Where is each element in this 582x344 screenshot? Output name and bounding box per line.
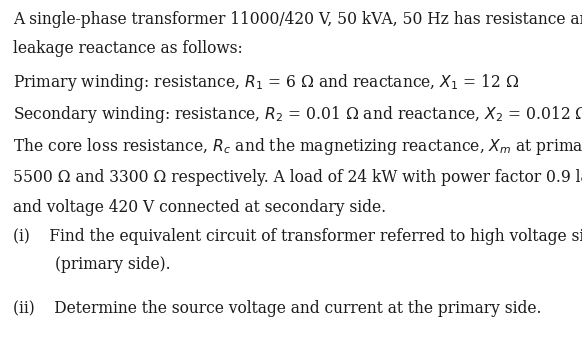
Text: Primary winding: resistance, $R_1$ = 6 Ω and reactance, $X_1$ = 12 Ω: Primary winding: resistance, $R_1$ = 6 Ω… xyxy=(13,72,519,93)
Text: 5500 Ω and 3300 Ω respectively. A load of 24 kW with power factor 0.9 lagging: 5500 Ω and 3300 Ω respectively. A load o… xyxy=(13,169,582,186)
Text: (i)    Find the equivalent circuit of transformer referred to high voltage side: (i) Find the equivalent circuit of trans… xyxy=(13,228,582,246)
Text: Secondary winding: resistance, $R_2$ = 0.01 Ω and reactance, $X_2$ = 0.012 Ω: Secondary winding: resistance, $R_2$ = 0… xyxy=(13,104,582,125)
Text: and voltage 420 V connected at secondary side.: and voltage 420 V connected at secondary… xyxy=(13,198,386,216)
Text: (ii)    Determine the source voltage and current at the primary side.: (ii) Determine the source voltage and cu… xyxy=(13,300,541,317)
Text: The core loss resistance, $R_c$ and the magnetizing reactance, $X_m$ at primary : The core loss resistance, $R_c$ and the … xyxy=(13,136,582,157)
Text: A single-phase transformer 11000/420 V, 50 kVA, 50 Hz has resistance and: A single-phase transformer 11000/420 V, … xyxy=(13,11,582,28)
Text: (primary side).: (primary side). xyxy=(55,256,171,273)
Text: leakage reactance as follows:: leakage reactance as follows: xyxy=(13,40,243,57)
